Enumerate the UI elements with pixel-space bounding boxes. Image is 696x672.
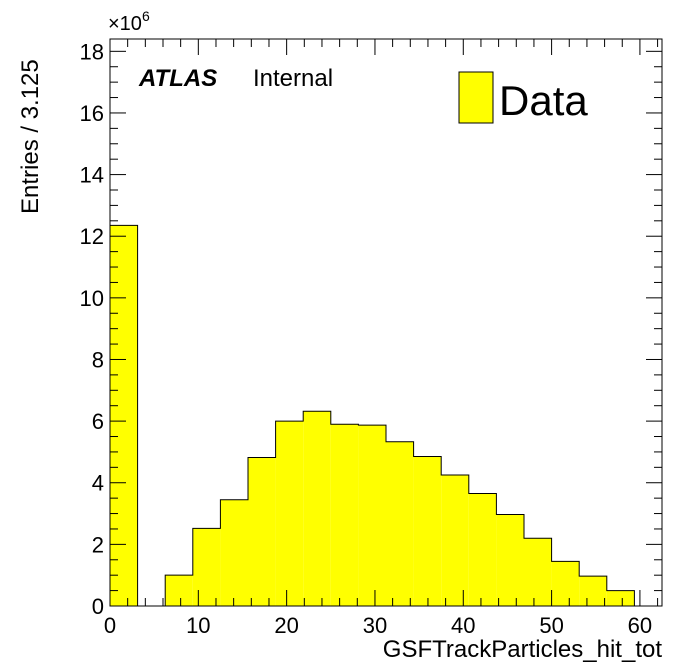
y-tick-label: 12: [80, 224, 104, 249]
histogram-bars: [109, 224, 662, 607]
histogram-bar: [386, 441, 414, 606]
histogram-bar: [551, 561, 580, 606]
y-axis-title: Entries / 3.125: [17, 59, 44, 214]
y-tick-label: 10: [80, 286, 104, 311]
y-tick-label: 0: [92, 594, 104, 619]
histogram-bar: [330, 424, 359, 606]
x-tick-label: 50: [539, 613, 563, 638]
histogram-bar: [524, 538, 552, 606]
x-tick-label: 20: [274, 613, 298, 638]
y-tick-label: 16: [80, 101, 104, 126]
legend-label: Data: [499, 77, 588, 124]
legend-swatch: [458, 71, 494, 124]
histogram-bar: [192, 528, 221, 606]
histogram-outline: [109, 224, 662, 607]
x-tick-label: 10: [186, 613, 210, 638]
histogram-bar: [496, 514, 524, 606]
plot-frame: [109, 38, 663, 607]
histogram-bar: [579, 576, 607, 606]
histogram-bar: [165, 575, 193, 606]
y-tick-label: 2: [92, 532, 104, 557]
histogram-bar: [248, 457, 276, 606]
x-tick-label: 60: [628, 613, 652, 638]
histogram-bar: [275, 421, 304, 606]
x-axis-title: GSFTrackParticles_hit_tot: [383, 636, 663, 663]
x-axis-ticks: 0 10 20 30 40 50 60: [104, 39, 659, 638]
y-tick-label: 18: [80, 39, 104, 64]
histogram-bar: [441, 475, 469, 606]
histogram-bar: [220, 499, 248, 606]
internal-label: Internal: [253, 65, 333, 92]
y-tick-label: 8: [92, 347, 104, 372]
y-axis-ticks: 0 2 4 6 8 10 12 14 16 18: [80, 39, 662, 619]
x-tick-label: 40: [451, 613, 475, 638]
histogram-bar: [468, 493, 497, 606]
atlas-label: ATLAS: [138, 65, 217, 92]
histogram-bar: [303, 411, 331, 606]
y-tick-label: 6: [92, 409, 104, 434]
y-multiplier: ×106: [108, 8, 150, 35]
y-tick-label: 4: [92, 471, 104, 496]
histogram-bar: [413, 456, 442, 606]
histogram-bar: [358, 425, 386, 606]
x-tick-label: 30: [363, 613, 387, 638]
x-tick-label: 0: [104, 613, 116, 638]
y-tick-label: 14: [80, 163, 104, 188]
histogram-bar: [606, 590, 635, 606]
histogram-bar: [110, 225, 138, 606]
plot-frame-rect: [109, 38, 663, 607]
